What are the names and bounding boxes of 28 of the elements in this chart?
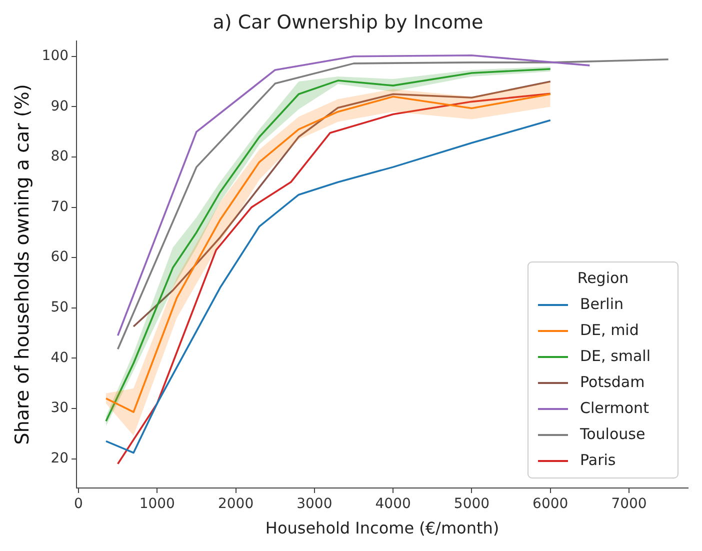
y-axis-title: Share of households owning a car (%): [11, 84, 34, 445]
legend-label: DE, mid: [580, 320, 639, 339]
y-tick-label: 40: [50, 350, 69, 366]
y-tick-label: 30: [50, 400, 69, 416]
x-axis-title: Household Income (€/month): [265, 518, 500, 538]
x-tick-label: 7000: [611, 496, 647, 512]
legend-label: Toulouse: [579, 424, 646, 443]
y-tick-label: 70: [50, 198, 69, 215]
legend-label: Clermont: [580, 398, 650, 417]
legend-label: Paris: [580, 450, 616, 469]
y-tick-label: 90: [50, 98, 69, 114]
y-tick-label: 100: [42, 48, 69, 64]
legend-label: Potsdam: [580, 372, 645, 391]
x-tick-label: 4000: [375, 496, 411, 512]
legend-label: DE, small: [580, 346, 651, 365]
chart-title: a) Car Ownership by Income: [212, 11, 484, 34]
y-tick-label: 50: [50, 300, 69, 316]
x-tick-label: 5000: [454, 496, 490, 512]
x-tick-label: 0: [74, 496, 83, 512]
x-tick-label: 6000: [532, 496, 568, 512]
legend-label: Berlin: [580, 294, 624, 313]
x-tick-label: 1000: [139, 496, 175, 512]
y-tick-label: 60: [50, 249, 69, 266]
legend-title: Region: [577, 268, 629, 287]
x-tick-label: 2000: [218, 496, 254, 512]
x-tick-label: 3000: [296, 496, 332, 512]
y-tick-label: 80: [50, 148, 69, 165]
y-tick-label: 20: [50, 450, 69, 466]
